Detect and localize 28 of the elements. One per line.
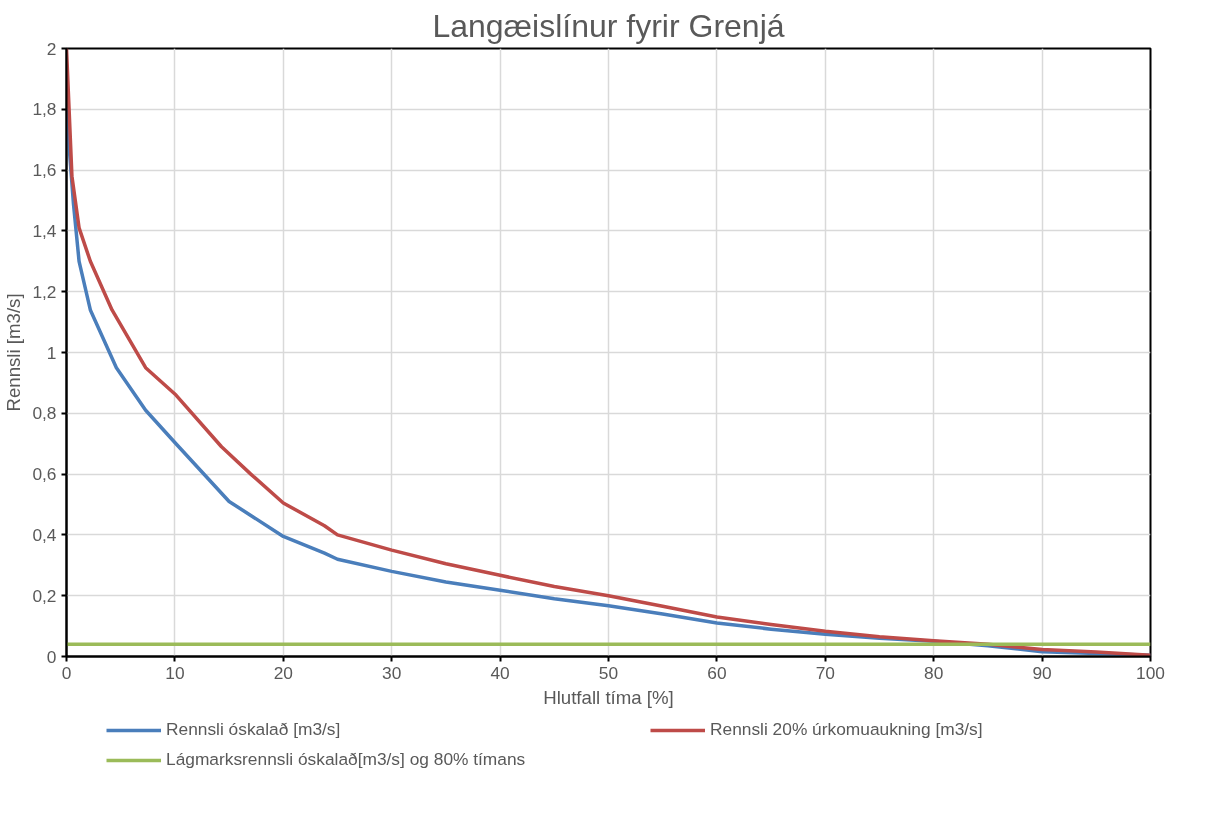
y-tick-label: 1 <box>46 342 57 363</box>
y-axis-title: Rennsli [m3/s] <box>3 293 25 412</box>
x-tick-label: 80 <box>924 662 944 683</box>
y-tick-label: 2 <box>46 38 57 59</box>
legend-label: Rennsli óskalað [m3/s] <box>166 719 342 740</box>
x-tick-label: 60 <box>707 662 727 683</box>
x-tick-label: 30 <box>382 662 402 683</box>
legend-label: Rennsli 20% úrkomuaukning [m3/s] <box>710 719 984 740</box>
y-tick-label: 1,8 <box>32 99 57 120</box>
y-tick-label: 0,4 <box>32 524 57 545</box>
y-tick-label: 0,2 <box>32 585 57 606</box>
y-tick-label: 0,6 <box>32 464 57 485</box>
x-tick-label: 90 <box>1032 662 1052 683</box>
x-tick-label: 10 <box>165 662 185 683</box>
x-tick-label: 40 <box>490 662 510 683</box>
chart-title: Langæislínur fyrir Grenjá <box>432 7 785 44</box>
x-tick-label: 50 <box>598 662 619 683</box>
y-tick-label: 0,8 <box>32 403 57 424</box>
x-tick-label: 70 <box>815 662 835 683</box>
y-tick-label: 1,4 <box>32 220 57 241</box>
x-tick-label: 100 <box>1136 662 1165 683</box>
x-tick-label: 20 <box>273 662 293 683</box>
x-axis-title: Hlutfall tíma [%] <box>543 686 674 708</box>
legend-label: Lágmarksrennsli óskalað[m3/s] og 80% tímans <box>166 749 527 770</box>
y-tick-label: 1,2 <box>32 281 57 302</box>
y-tick-label: 0 <box>46 646 57 667</box>
y-tick-label: 1,6 <box>32 160 57 181</box>
x-tick-label: 0 <box>61 662 72 683</box>
